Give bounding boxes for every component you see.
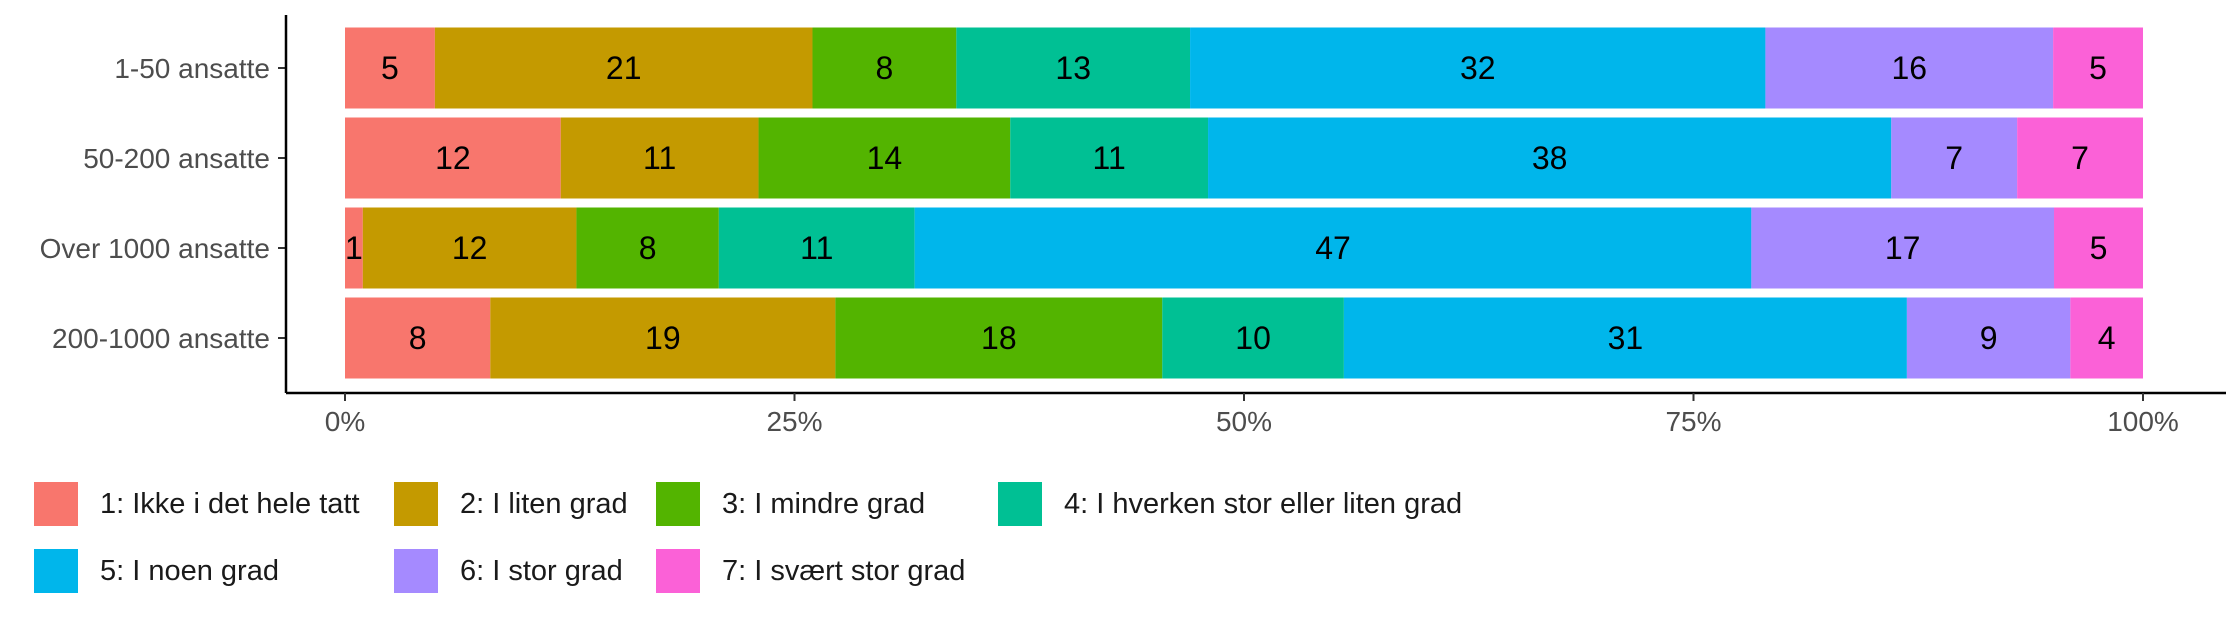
bar-segment [345,27,435,109]
legend-swatch [394,549,438,593]
bar-segment [345,117,561,199]
data-label: 8 [409,320,427,356]
data-label: 10 [1235,320,1271,356]
x-axis: 0% 25% 50% 75% 100% [286,391,2226,437]
legend-item: 2: I liten grad [394,482,628,526]
data-label: 1 [345,230,363,266]
bar-segment [362,207,577,289]
bar-segment [576,207,719,289]
bar-segment [434,27,813,109]
data-label: 21 [606,50,642,86]
data-label: 32 [1460,50,1496,86]
data-label: 8 [876,50,894,86]
bar-segment [1162,297,1344,379]
data-label: 5 [2090,230,2108,266]
data-label: 17 [1885,230,1921,266]
bars-layer: 5 21 8 13 32 16 5 12 11 14 11 38 7 7 1 12 8 11 47 17 5 8 19 18 1… [345,27,2143,379]
legend-item: 4: I hverken stor eller liten grad [998,482,1462,526]
data-label: 14 [867,140,903,176]
data-label: 7 [2071,140,2089,176]
x-tick-label: 25% [766,406,822,437]
bar-segment [1765,27,2054,109]
data-label: 13 [1055,50,1091,86]
bar-segment [2053,207,2143,289]
data-label: 12 [435,140,471,176]
legend-item: 7: I svært stor grad [656,549,965,593]
x-tick-label: 0% [325,406,365,437]
data-label: 19 [645,320,681,356]
bar-segment [560,117,759,199]
data-label: 7 [1945,140,1963,176]
bar-segment [812,27,957,109]
legend-swatch [998,482,1042,526]
data-label: 8 [639,230,657,266]
data-label: 4 [2098,320,2116,356]
legend-swatch [656,549,700,593]
legend-item: 3: I mindre grad [656,482,925,526]
data-label: 5 [381,50,399,86]
x-tick-label: 100% [2107,406,2179,437]
data-label: 47 [1315,230,1351,266]
bar-segment [2070,297,2143,379]
y-tick-label: 200-1000 ansatte [52,323,270,354]
legend-label: 6: I stor grad [460,554,623,587]
legend-label: 5: I noen grad [100,554,279,587]
legend-label: 3: I mindre grad [722,487,926,520]
bar-segment [1208,117,1892,199]
data-label: 9 [1980,320,1998,356]
bar-segment [1010,117,1209,199]
x-tick-label: 75% [1665,406,1721,437]
bar-segment [1343,297,1907,379]
bar-segment [718,207,915,289]
y-axis: 1-50 ansatte 50-200 ansatte Over 1000 ansa… [40,15,288,393]
data-label: 38 [1532,140,1568,176]
legend: 1: Ikke i det hele tatt 2: I liten grad 3:… [34,482,2234,612]
bar-segment [1751,207,2054,289]
legend-label: 4: I hverken stor eller liten grad [1064,487,1463,520]
bar-segment [2017,117,2143,199]
bar-segment [490,297,836,379]
legend-item: 5: I noen grad [34,549,279,593]
legend-swatch [656,482,700,526]
bar-segment [835,297,1163,379]
bar-segment [345,207,363,289]
data-label: 31 [1608,320,1644,356]
data-label: 18 [981,320,1017,356]
legend-item: 1: Ikke i det hele tatt [34,482,360,526]
data-label: 11 [800,230,833,266]
y-tick-label: Over 1000 ansatte [40,233,270,264]
x-tick-label: 50% [1216,406,1272,437]
bar-segment [1891,117,2018,199]
bar-segment [758,117,1011,199]
bar-segment [2053,27,2143,109]
y-tick-label: 1-50 ansatte [114,53,270,84]
legend-label: 1: Ikke i det hele tatt [100,487,360,520]
bar-segment [914,207,1752,289]
legend-swatch [34,482,78,526]
legend-label: 7: I svært stor grad [722,554,966,587]
y-tick-label: 50-200 ansatte [83,143,270,174]
legend-item: 6: I stor grad [394,549,623,593]
legend-label: 2: I liten grad [460,487,628,520]
data-label: 11 [643,140,676,176]
data-label: 11 [1093,140,1126,176]
bar-segment [1190,27,1766,109]
data-label: 5 [2089,50,2107,86]
data-label: 16 [1891,50,1927,86]
legend-swatch [394,482,438,526]
bar-segment [956,27,1191,109]
bar-segment [345,297,491,379]
bar-segment [1906,297,2071,379]
legend-swatch [34,549,78,593]
data-label: 12 [452,230,488,266]
